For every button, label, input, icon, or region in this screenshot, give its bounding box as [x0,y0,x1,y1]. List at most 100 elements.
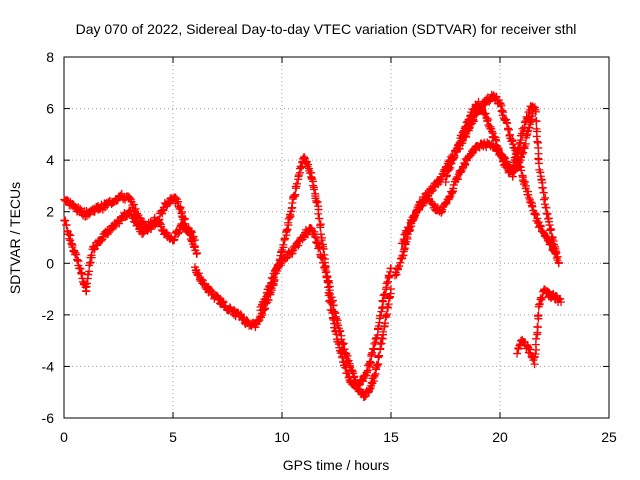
data-point [377,334,386,343]
x-tick-labels: 0 5 10 15 20 25 [60,429,617,445]
data-point [338,340,347,349]
data-point [464,116,473,125]
data-point [408,216,417,225]
data-point [515,139,524,148]
data-point [519,180,528,189]
data-point [317,236,326,245]
data-point [532,334,541,343]
data-point [197,275,206,284]
data-point [288,198,297,207]
data-point [535,300,544,309]
data-point [194,269,203,278]
data-point [531,107,540,116]
data-point [393,265,402,274]
y-tick-label: 8 [46,49,54,65]
data-point [520,178,529,187]
data-point [269,273,278,282]
data-point [486,122,495,131]
data-point [528,202,537,211]
data-point [115,219,124,228]
data-point [360,392,369,401]
data-point [534,311,543,320]
data-point [96,236,105,245]
data-point [538,183,547,192]
data-point [192,248,201,257]
axis-ticks [63,56,610,419]
data-point [315,214,324,223]
x-tick-label: 25 [601,429,617,445]
data-point [370,371,379,380]
data-point [70,246,79,255]
data-point [299,232,308,241]
y-tick-label: -6 [42,410,55,426]
data-point [418,201,427,210]
data-point [466,112,475,121]
data-point [304,160,313,169]
data-point [87,251,96,260]
y-tick-label: 0 [46,255,54,271]
data-point [71,248,80,257]
data-point [369,344,378,353]
data-point [405,223,414,232]
data-point [362,368,371,377]
data-point [297,163,306,172]
data-point [481,109,490,118]
data-point [187,228,196,237]
data-point [517,131,526,140]
data-point [258,311,267,320]
data-point [554,259,563,268]
data-point [474,97,483,106]
y-tick-labels: -6 -4 -2 0 2 4 6 8 [42,49,55,426]
data-point [310,227,319,236]
data-point [330,307,339,316]
data-point [536,222,545,231]
data-point [374,360,383,369]
y-axis-label: SDTVAR / TECUs [7,182,23,294]
data-point [525,193,534,202]
data-points [60,90,566,402]
data-point [481,100,490,109]
data-point [382,279,391,288]
data-point [387,285,395,294]
data-point [267,279,276,288]
data-point [497,151,506,160]
data-point [428,200,437,209]
data-point [300,152,309,161]
data-point [375,351,384,360]
data-point [384,303,393,312]
data-point [531,210,540,219]
data-point [82,279,91,288]
data-point [531,350,540,359]
data-point [544,287,553,296]
data-point [315,243,324,252]
chart-title: Day 070 of 2022, Sidereal Day-to-day VTE… [76,21,577,37]
data-point [134,213,143,222]
data-point [90,245,99,254]
data-point [483,117,492,126]
data-point [442,171,451,180]
data-point [514,344,523,353]
data-point [380,319,389,328]
data-point [176,203,185,212]
data-point [507,165,516,174]
data-point [67,239,76,248]
data-point [61,216,70,225]
data-point [396,258,405,267]
x-tick-label: 15 [383,429,399,445]
y-tick-label: -2 [42,307,55,323]
data-point [383,310,392,319]
data-point [254,317,263,326]
data-point [532,117,541,126]
data-point [68,241,77,250]
data-point [318,258,327,267]
data-point [371,365,380,374]
data-point [384,294,393,303]
data-point [265,283,274,292]
data-point [399,247,408,256]
data-point [218,297,227,306]
data-point [336,327,345,336]
data-point [503,119,512,128]
data-point [385,272,394,281]
data-point [533,323,542,332]
data-point [513,349,522,358]
